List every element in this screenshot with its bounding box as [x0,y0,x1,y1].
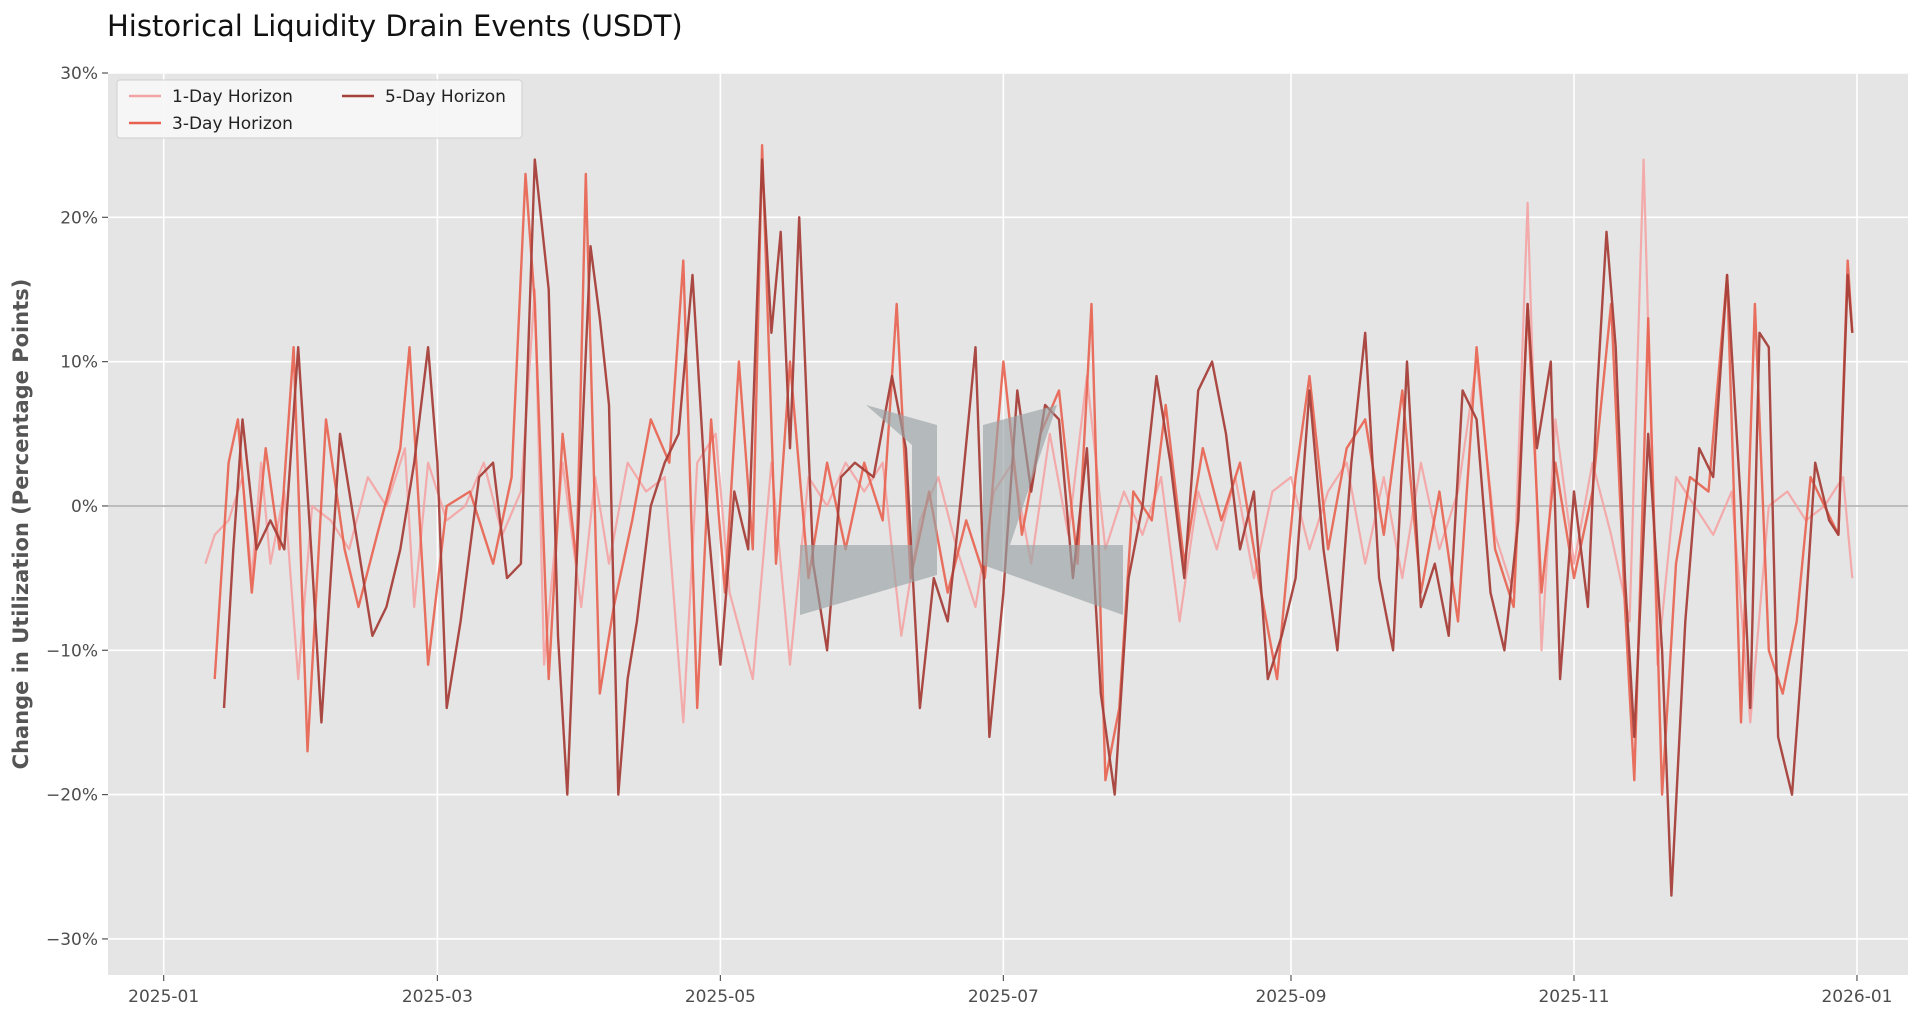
x-tick-label: 2025-05 [685,987,756,1007]
y-tick-label: 10% [60,353,98,373]
watermark-logo [800,405,1123,615]
x-tick-label: 2025-07 [968,987,1039,1007]
x-tick-label: 2025-03 [402,987,473,1007]
legend-label: 3-Day Horizon [172,114,293,134]
y-tick-label: 0% [71,497,98,517]
watermark-left-shape [800,405,937,615]
y-tick-label: −30% [46,930,98,950]
y-tick-label: −10% [46,641,98,661]
legend: 1-Day Horizon 3-Day Horizon 5-Day Horizon [116,79,523,139]
x-tick-label: 2025-09 [1255,987,1326,1007]
chart-title: Historical Liquidity Drain Events (USDT) [107,9,683,43]
y-axis-ticks: −30% −20% −10% 0% 10% 20% 30% [46,64,108,950]
x-axis-ticks: 2025-01 2025-03 2025-05 2025-07 2025-09 2025-… [128,975,1892,1007]
legend-label: 1-Day Horizon [172,87,293,107]
y-axis-label: Change in Utilization (Percentage Points… [9,279,33,770]
y-tick-label: 30% [60,64,98,84]
x-tick-label: 2026-01 [1821,987,1892,1007]
y-tick-label: −20% [46,786,98,806]
x-tick-label: 2025-01 [128,987,199,1007]
x-tick-label: 2025-11 [1538,987,1609,1007]
legend-label: 5-Day Horizon [385,87,506,107]
watermark-right-shape [983,405,1123,615]
legend-box [116,79,523,139]
y-tick-label: 20% [60,208,98,228]
